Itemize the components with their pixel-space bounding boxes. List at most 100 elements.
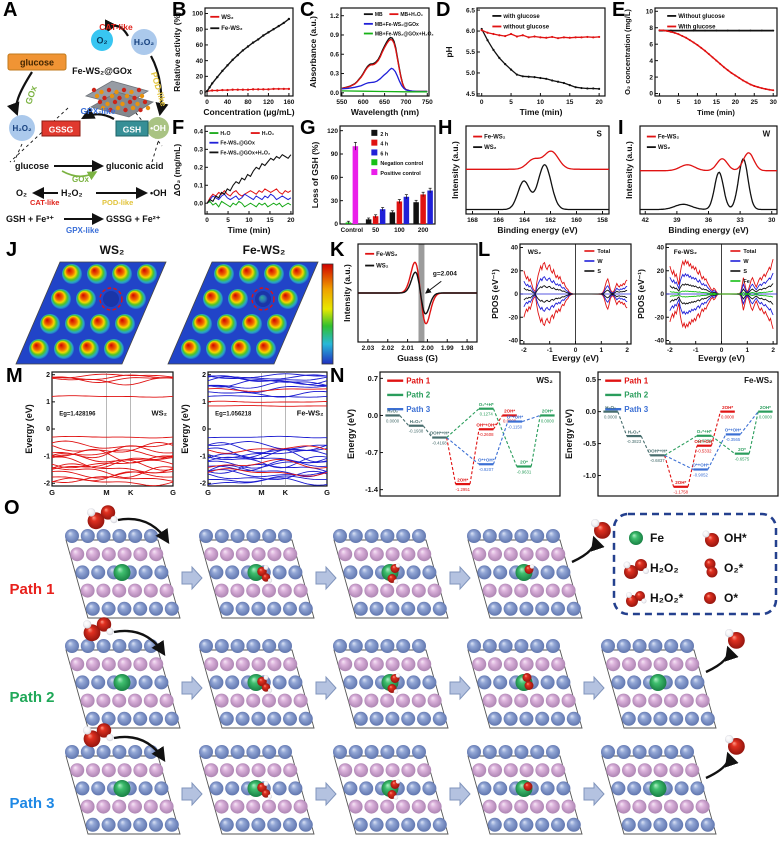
svg-text:-0.4168: -0.4168 <box>432 440 447 445</box>
svg-text:0.2: 0.2 <box>194 165 203 172</box>
svg-text:H₂O₂: H₂O₂ <box>605 405 616 410</box>
svg-text:0.7: 0.7 <box>368 374 378 383</box>
svg-text:-20: -20 <box>655 314 665 321</box>
svg-text:-1.2951: -1.2951 <box>456 487 471 492</box>
svg-text:Evergy (eV): Evergy (eV) <box>24 404 34 454</box>
svg-text:Fe-WS₂: Fe-WS₂ <box>221 26 243 32</box>
chart-m-bands-ws2: -2 -1 0 1 2 Evergy (eV) G M K G Eg=1.428196 WS₂ <box>24 371 176 497</box>
eq2-mid: H₂O₂ <box>61 188 83 198</box>
svg-text:0: 0 <box>660 291 664 298</box>
svg-text:W: W <box>763 130 771 139</box>
svg-text:0: 0 <box>46 426 50 433</box>
svg-text:S: S <box>743 269 747 275</box>
svg-text:-0.2608: -0.2608 <box>479 432 494 437</box>
glucose-box <box>7 53 67 71</box>
eq2-pod-label: POD-like <box>102 198 133 207</box>
svg-text:O₂*+H*: O₂*+H* <box>697 429 712 434</box>
svg-text:-1: -1 <box>200 453 206 460</box>
svg-text:With glucose: With glucose <box>678 24 716 30</box>
svg-text:0.9: 0.9 <box>330 32 339 39</box>
svg-text:Fe-WS₂: Fe-WS₂ <box>376 252 398 258</box>
svg-text:Energy (eV): Energy (eV) <box>346 409 356 459</box>
svg-text:750: 750 <box>422 99 433 106</box>
oh-label: •OH <box>150 123 166 133</box>
svg-text:with glucose: with glucose <box>502 14 540 20</box>
oh-node <box>147 117 169 139</box>
svg-text:25: 25 <box>751 99 759 106</box>
crystal-cluster <box>84 80 154 118</box>
svg-text:2OH*: 2OH* <box>722 405 733 410</box>
svg-text:2 h: 2 h <box>380 132 388 138</box>
svg-text:164: 164 <box>519 217 530 224</box>
chart-h-xps-s: 168 166 164 162 160 158 Binding energy (eV) Int… <box>450 125 610 235</box>
panel-letter-n: N <box>330 365 345 387</box>
svg-text:1: 1 <box>600 347 604 354</box>
svg-text:-0.1938: -0.1938 <box>409 429 424 434</box>
svg-text:Eg=1.428196: Eg=1.428196 <box>59 411 96 417</box>
svg-text:0.0000: 0.0000 <box>386 418 400 423</box>
svg-text:2OH*: 2OH* <box>542 409 553 414</box>
svg-text:-40: -40 <box>655 338 665 345</box>
svg-text:650: 650 <box>379 99 390 106</box>
svg-text:160: 160 <box>283 99 294 106</box>
svg-text:Positive control: Positive control <box>380 171 421 177</box>
svg-text:Total: Total <box>597 249 610 255</box>
svg-text:Wavelength (nm): Wavelength (nm) <box>351 107 419 117</box>
svg-text:100: 100 <box>192 11 203 18</box>
svg-text:40: 40 <box>657 245 665 252</box>
svg-text:O₂*+H*: O₂*+H* <box>479 402 494 407</box>
svg-text:2: 2 <box>771 347 775 354</box>
svg-text:-1.1758: -1.1758 <box>674 490 689 495</box>
svg-text:-1: -1 <box>547 347 553 354</box>
svg-text:Fe-WS₂@GOx: Fe-WS₂@GOx <box>220 141 255 147</box>
svg-text:Path 1: Path 1 <box>406 376 431 385</box>
svg-text:0.1274: 0.1274 <box>480 412 494 417</box>
svg-text:20: 20 <box>732 99 740 106</box>
svg-text:30: 30 <box>768 217 776 224</box>
svg-text:0.0: 0.0 <box>368 411 378 420</box>
svg-text:0.0000: 0.0000 <box>759 414 773 419</box>
svg-text:700: 700 <box>401 99 412 106</box>
svg-text:0: 0 <box>514 291 518 298</box>
panel-letter-k: K <box>330 239 345 261</box>
svg-text:Concentration (μg/mL): Concentration (μg/mL) <box>203 107 294 117</box>
svg-text:42: 42 <box>642 217 650 224</box>
svg-text:-0.3565: -0.3565 <box>726 437 741 442</box>
svg-text:Evergy (eV): Evergy (eV) <box>698 353 745 363</box>
panel-letter-f: F <box>172 117 185 139</box>
pod-arrow <box>150 55 169 117</box>
svg-text:2OH*: 2OH* <box>675 480 686 485</box>
svg-text:Negation control: Negation control <box>380 161 423 167</box>
svg-text:1.2: 1.2 <box>330 13 339 20</box>
svg-text:-0.1150: -0.1150 <box>508 424 523 429</box>
svg-text:-0.5332: -0.5332 <box>697 449 712 454</box>
panel-o-reaction-paths: Path 1 Path 2 Path 3 Fe H₂O₂ H₂O₂* OH* O₂* O* <box>9 505 778 835</box>
chart-m-bands-fews2: -2 -1 0 1 2 Evergy (eV) G M K G Eg=1.056218 Fe-WS₂ <box>180 371 330 497</box>
svg-text:40: 40 <box>224 99 232 106</box>
svg-text:2O*: 2O* <box>520 460 528 465</box>
svg-text:Control: Control <box>341 227 364 234</box>
svg-text:2OH*: 2OH* <box>504 409 515 414</box>
svg-text:Fe-WS₂: Fe-WS₂ <box>658 135 680 141</box>
svg-text:15: 15 <box>713 99 721 106</box>
svg-text:H₂O₂: H₂O₂ <box>262 131 275 137</box>
svg-text:-1.0: -1.0 <box>583 471 596 480</box>
svg-text:30: 30 <box>331 198 339 205</box>
svg-text:1.99: 1.99 <box>441 345 454 352</box>
svg-text:1: 1 <box>746 347 750 354</box>
panel-letter-c: C <box>300 0 315 21</box>
svg-text:80: 80 <box>244 99 252 106</box>
svg-text:8: 8 <box>649 25 653 32</box>
svg-text:2OH*: 2OH* <box>760 405 771 410</box>
cat-like-label: CAT-like <box>99 22 133 32</box>
svg-text:5: 5 <box>226 217 230 224</box>
gpx-like-label: GPX-like <box>81 106 116 116</box>
svg-text:-1.4: -1.4 <box>365 485 379 494</box>
svg-text:0: 0 <box>205 99 209 106</box>
panel-letter-h: H <box>438 117 453 139</box>
svg-text:W: W <box>743 259 749 265</box>
svg-text:WS₂: WS₂ <box>376 264 389 270</box>
svg-text:Fe-WS₂: Fe-WS₂ <box>297 408 324 417</box>
svg-text:without glucose: without glucose <box>502 24 549 30</box>
svg-text:-0.6575: -0.6575 <box>735 456 750 461</box>
